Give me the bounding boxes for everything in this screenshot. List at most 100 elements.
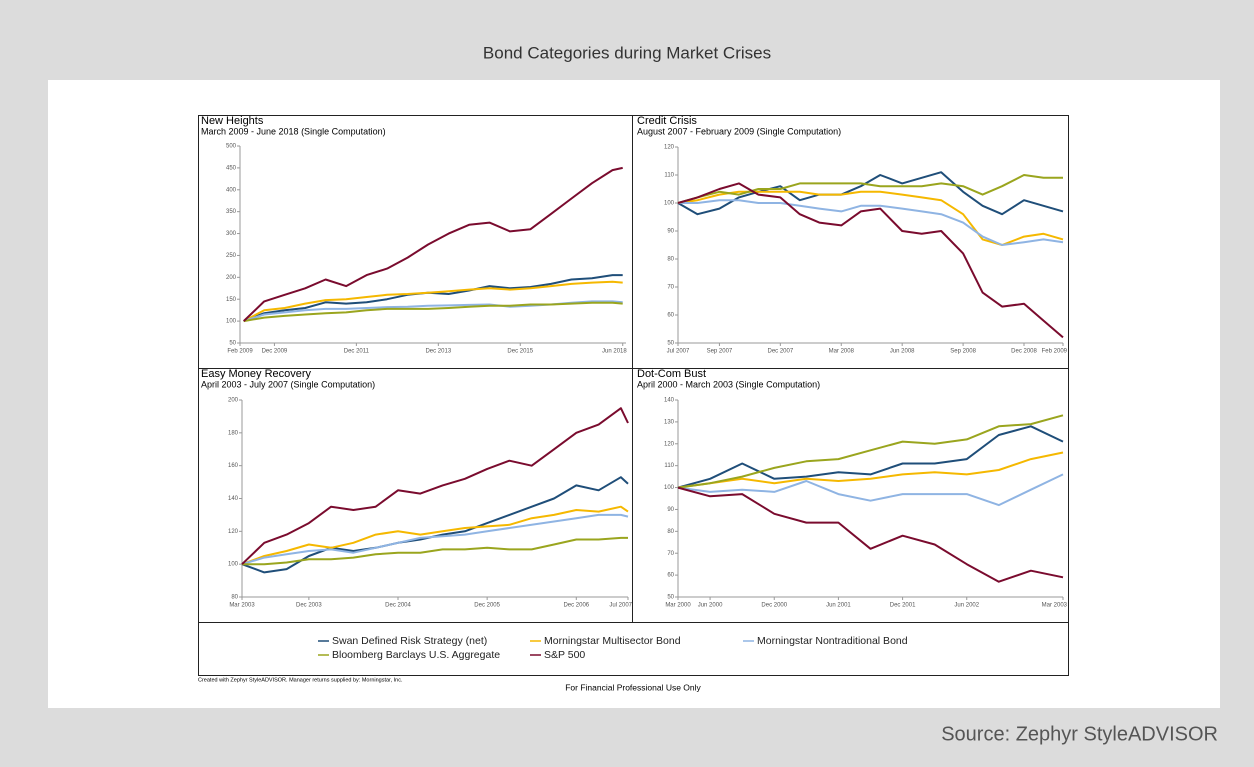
chart-title: New Heights <box>201 115 264 127</box>
x-tick-label: Dec 2008 <box>1011 349 1037 355</box>
y-tick-label: 50 <box>667 341 674 347</box>
x-tick-label: Mar 2008 <box>829 349 855 355</box>
chart-subtitle: August 2007 - February 2009 (Single Comp… <box>637 126 841 136</box>
x-tick-label: Dec 2013 <box>425 349 451 355</box>
y-tick-label: 110 <box>664 463 674 469</box>
y-tick-label: 160 <box>228 463 239 469</box>
y-tick-label: 100 <box>664 201 675 207</box>
y-tick-label: 140 <box>664 398 675 404</box>
series-line: S&P 500 <box>677 182 1064 339</box>
x-tick-label: Dec 2006 <box>563 603 589 609</box>
x-tick-label: Mar 2000 <box>665 603 691 609</box>
y-tick-label: 400 <box>226 187 237 193</box>
series-line: Swan Defined Risk Strategy (net) <box>243 274 623 323</box>
series-line: S&P 500 <box>241 407 629 565</box>
x-tick-label: Mar 2003 <box>1042 603 1068 609</box>
y-tick-label: 500 <box>226 144 237 150</box>
legend-label: Bloomberg Barclays U.S. Aggregate <box>332 649 500 661</box>
chart-subtitle: March 2009 - June 2018 (Single Computati… <box>201 126 386 136</box>
series-line: Swan Defined Risk Strategy (net) <box>677 425 1064 489</box>
x-tick-label: Sep 2008 <box>950 349 976 355</box>
series-line: Bloomberg Barclays U.S. Aggregate <box>677 414 1064 489</box>
series-line: Bloomberg Barclays U.S. Aggregate <box>242 536 628 566</box>
legend-label: Swan Defined Risk Strategy (net) <box>332 635 487 647</box>
y-tick-label: 70 <box>667 551 674 557</box>
y-tick-label: 110 <box>664 173 674 179</box>
x-tick-label: Dec 2000 <box>761 603 787 609</box>
y-tick-label: 60 <box>667 573 674 579</box>
x-tick-label: Feb 2009 <box>1042 349 1068 355</box>
x-tick-label: Jul 2007 <box>609 603 632 609</box>
chart-frame <box>198 115 1069 676</box>
y-tick-label: 350 <box>226 209 237 215</box>
page-title: Bond Categories during Market Crises <box>483 43 771 62</box>
x-tick-label: Dec 2009 <box>262 349 288 355</box>
x-tick-label: Dec 2015 <box>507 349 533 355</box>
chart-subtitle: April 2003 - July 2007 (Single Computati… <box>201 379 375 389</box>
y-tick-label: 150 <box>226 297 237 303</box>
y-tick-label: 50 <box>667 595 674 601</box>
y-tick-label: 100 <box>226 319 237 325</box>
series-line: Morningstar Nontraditional Bond <box>678 199 1064 246</box>
y-tick-label: 450 <box>226 165 237 171</box>
x-tick-label: Dec 2001 <box>890 603 916 609</box>
legend-label: S&P 500 <box>544 649 585 661</box>
x-tick-label: Dec 2003 <box>296 603 322 609</box>
y-tick-label: 140 <box>228 496 239 502</box>
y-tick-label: 60 <box>667 313 674 319</box>
legend-label: Morningstar Nontraditional Bond <box>757 635 908 647</box>
series-line: Morningstar Multisector Bond <box>241 505 629 566</box>
series-line: Morningstar Nontraditional Bond <box>677 473 1064 507</box>
y-tick-label: 80 <box>231 595 238 601</box>
x-tick-label: Mar 2003 <box>229 603 255 609</box>
chart-subtitle: April 2000 - March 2003 (Single Computat… <box>637 379 820 389</box>
series-line: Swan Defined Risk Strategy (net) <box>241 476 629 574</box>
x-tick-label: Jun 2001 <box>826 603 851 609</box>
y-tick-label: 300 <box>226 231 237 237</box>
y-tick-label: 250 <box>226 253 237 259</box>
y-tick-label: 70 <box>667 285 674 291</box>
y-tick-label: 90 <box>667 229 674 235</box>
credit: Created with Zephyr StyleADVISOR. Manage… <box>198 677 403 683</box>
y-tick-label: 100 <box>228 562 239 568</box>
y-tick-label: 120 <box>664 145 675 151</box>
source: Source: Zephyr StyleADVISOR <box>941 723 1218 745</box>
y-tick-label: 50 <box>229 341 236 347</box>
chart-title: Credit Crisis <box>637 115 697 127</box>
x-tick-label: Dec 2011 <box>344 349 370 355</box>
y-tick-label: 200 <box>228 398 239 404</box>
series-line: Swan Defined Risk Strategy (net) <box>677 171 1064 216</box>
y-tick-label: 130 <box>664 419 675 425</box>
x-tick-label: Jul 2007 <box>667 349 690 355</box>
x-tick-label: Dec 2007 <box>767 349 793 355</box>
series-line: Morningstar Nontraditional Bond <box>241 513 629 566</box>
series-line: Morningstar Multisector Bond <box>677 451 1064 489</box>
legend-label: Morningstar Multisector Bond <box>544 635 681 647</box>
y-tick-label: 90 <box>667 507 674 513</box>
footer: For Financial Professional Use Only <box>565 682 701 692</box>
x-tick-label: Jun 2008 <box>890 349 915 355</box>
chart-title: Easy Money Recovery <box>201 368 312 380</box>
y-tick-label: 120 <box>228 529 239 535</box>
panel <box>48 80 1220 708</box>
series-line: Bloomberg Barclays U.S. Aggregate <box>243 301 623 323</box>
y-tick-label: 100 <box>664 485 675 491</box>
chart-title: Dot-Com Bust <box>637 368 706 380</box>
y-tick-label: 80 <box>667 257 674 263</box>
series-line: Bloomberg Barclays U.S. Aggregate <box>677 174 1063 204</box>
x-tick-label: Jun 2000 <box>698 603 723 609</box>
x-tick-label: Jun 2002 <box>954 603 979 609</box>
y-tick-label: 200 <box>226 275 237 281</box>
series-line: Morningstar Multisector Bond <box>243 280 623 322</box>
y-tick-label: 180 <box>228 430 239 436</box>
y-tick-label: 120 <box>664 441 675 447</box>
x-tick-label: Dec 2004 <box>385 603 411 609</box>
x-tick-label: Jun 2018 <box>602 349 627 355</box>
series-line: S&P 500 <box>243 166 623 322</box>
x-tick-label: Dec 2005 <box>474 603 500 609</box>
y-tick-label: 80 <box>667 529 674 535</box>
x-tick-label: Sep 2007 <box>707 349 733 355</box>
series-line: S&P 500 <box>677 486 1064 583</box>
x-tick-label: Feb 2009 <box>227 349 253 355</box>
